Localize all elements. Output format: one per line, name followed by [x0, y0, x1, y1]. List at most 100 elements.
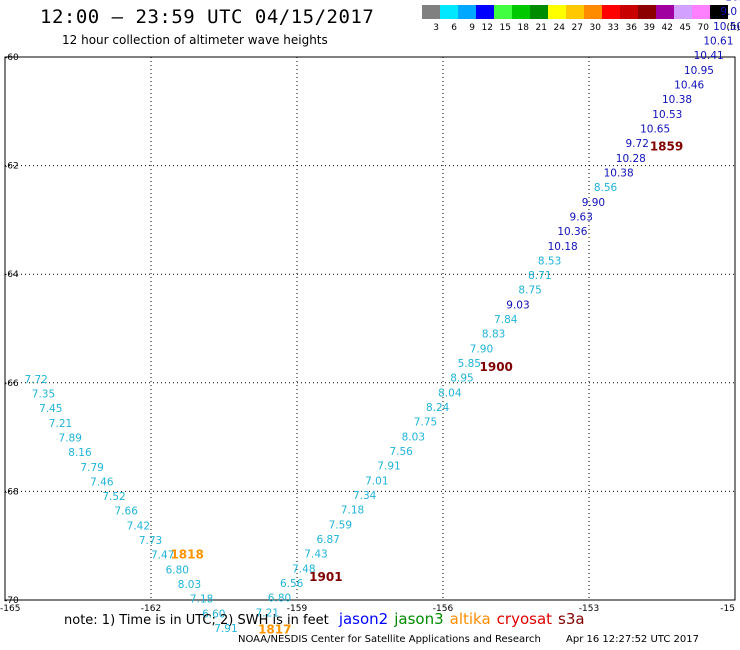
wave-height-label: 8.03	[402, 431, 425, 443]
map-frame	[4, 56, 736, 601]
colorbar-tick-label: 45	[680, 23, 691, 33]
timestamp-text: Apr 16 12:27:52 UTC 2017	[566, 634, 699, 645]
pass-time-label: 1859	[650, 139, 683, 153]
wave-height-label: 6.80	[268, 593, 291, 605]
colorbar-tick-label: 70	[698, 23, 710, 33]
colorbar-swatch	[620, 5, 638, 19]
colorbar-swatch	[566, 5, 584, 19]
wave-height-label: 7.18	[190, 594, 213, 606]
note-text: note: 1) Time is in UTC; 2) SWH is in fe…	[64, 613, 329, 628]
page-title: 12:00 – 23:59 UTC 04/15/2017	[40, 6, 375, 28]
wave-height-label: 10.50	[713, 21, 740, 33]
wave-height-label: 7.21	[256, 607, 279, 619]
colorbar-tick-label: 12	[482, 23, 493, 33]
wave-height-label: 8.04	[438, 387, 462, 399]
wave-height-label: 10.18	[548, 241, 578, 253]
wave-height-label: 6.56	[280, 578, 304, 590]
wave-height-label: 7.01	[365, 475, 388, 487]
wave-height-label: 7.59	[329, 519, 352, 531]
x-tick-label: -165	[0, 604, 20, 614]
colorbar-tick-label: 30	[590, 23, 602, 33]
colorbar-swatch	[656, 5, 674, 19]
wave-height-label: 6.60	[202, 608, 225, 620]
y-tick-label: -60	[4, 53, 19, 63]
colorbar-tick-label: 15	[500, 23, 511, 33]
credit-text: NOAA/NESDIS Center for Satellite Applica…	[238, 634, 541, 645]
wave-height-label: 7.79	[80, 462, 103, 474]
x-tick-label: -15	[720, 604, 735, 614]
wave-height-label: 7.91	[214, 623, 237, 635]
x-tick-label: -153	[579, 604, 599, 614]
colorbar-tick-label: 33	[608, 23, 619, 33]
colorbar-swatch	[638, 5, 656, 19]
y-tick-label: -64	[4, 270, 19, 280]
wave-height-label: 7.43	[304, 549, 327, 561]
wave-height-label: 6.87	[316, 534, 339, 546]
x-tick-label: -156	[433, 604, 454, 614]
wave-height-label: 8.83	[482, 329, 505, 341]
wave-height-label: 10.	[725, 0, 740, 4]
wave-height-label: 10.53	[652, 109, 682, 121]
colorbar-unit-label: (ft)	[726, 23, 740, 33]
colorbar-swatch	[422, 5, 440, 19]
wave-height-label: 10.36	[557, 226, 587, 238]
pass-time-label: 1900	[480, 360, 513, 374]
legend-jason3: jason3	[394, 610, 444, 628]
wave-height-label: 8.03	[178, 579, 201, 591]
wave-height-label: 7.42	[127, 520, 150, 532]
wave-height-label: 10.41	[694, 50, 724, 62]
legend-altika: altika	[449, 610, 491, 628]
wave-height-label: 7.73	[139, 535, 162, 547]
wave-height-label: 8.71	[528, 270, 551, 282]
colorbar-tick-label: 3	[433, 23, 439, 33]
colorbar-swatch	[584, 5, 602, 19]
wave-height-label: 7.72	[24, 374, 47, 386]
y-tick-label: -66	[4, 379, 19, 389]
colorbar-tick-label: 18	[518, 23, 530, 33]
colorbar-swatch	[530, 5, 548, 19]
colorbar-swatch	[710, 5, 728, 19]
wave-height-label: 7.47	[151, 550, 174, 562]
colorbar-tick-label: 39	[644, 23, 656, 33]
wave-height-label: 7.34	[353, 490, 377, 502]
colorbar-swatch	[674, 5, 692, 19]
pass-time-label: 1817	[258, 623, 291, 637]
legend-cryosat: cryosat	[496, 610, 553, 628]
wave-height-label: 7.52	[102, 491, 125, 503]
wave-height-label: 10.65	[640, 123, 670, 135]
wave-height-label: 10.38	[662, 94, 692, 106]
legend-jason2: jason2	[338, 610, 389, 628]
colorbar-swatch	[692, 5, 710, 19]
colorbar-tick-label: 9	[469, 23, 475, 33]
wave-height-label: 8.56	[594, 182, 618, 194]
wave-height-label: 10.95	[684, 65, 714, 77]
colorbar-tick-label: 36	[626, 23, 638, 33]
colorbar-swatch	[476, 5, 494, 19]
wave-height-label: 7.21	[49, 418, 72, 430]
wave-height-label: 7.90	[470, 343, 493, 355]
y-tick-label: -70	[4, 596, 19, 606]
wave-height-label: 9.72	[626, 138, 649, 150]
wave-height-label: 5.85	[458, 358, 481, 370]
wave-height-label: 7.45	[39, 403, 62, 415]
wave-height-label: 10.28	[616, 153, 646, 165]
wave-height-label: 9.90	[582, 197, 605, 209]
wave-height-label: 7.75	[414, 417, 437, 429]
wave-height-label: 8.53	[538, 255, 561, 267]
wave-height-label: 9.0	[720, 6, 737, 18]
y-tick-label: -68	[4, 487, 19, 497]
wave-height-label: 7.66	[115, 506, 139, 518]
wave-height-label: 10.46	[674, 79, 704, 91]
colorbar-swatch	[494, 5, 512, 19]
satellite-legend: jason2 jason3 altika cryosat s3a	[333, 610, 585, 628]
colorbar-tick-label: 42	[662, 23, 673, 33]
wave-height-label: 7.89	[59, 432, 82, 444]
colorbar-swatch	[602, 5, 620, 19]
wave-height-label: 9.03	[506, 299, 529, 311]
legend-row: note: 1) Time is in UTC; 2) SWH is in fe…	[64, 610, 585, 628]
wave-height-label: 7.18	[341, 505, 364, 517]
wave-height-label: 7.91	[377, 461, 400, 473]
legend-s3a: s3a	[558, 610, 585, 628]
wave-height-label: 7.46	[90, 476, 114, 488]
